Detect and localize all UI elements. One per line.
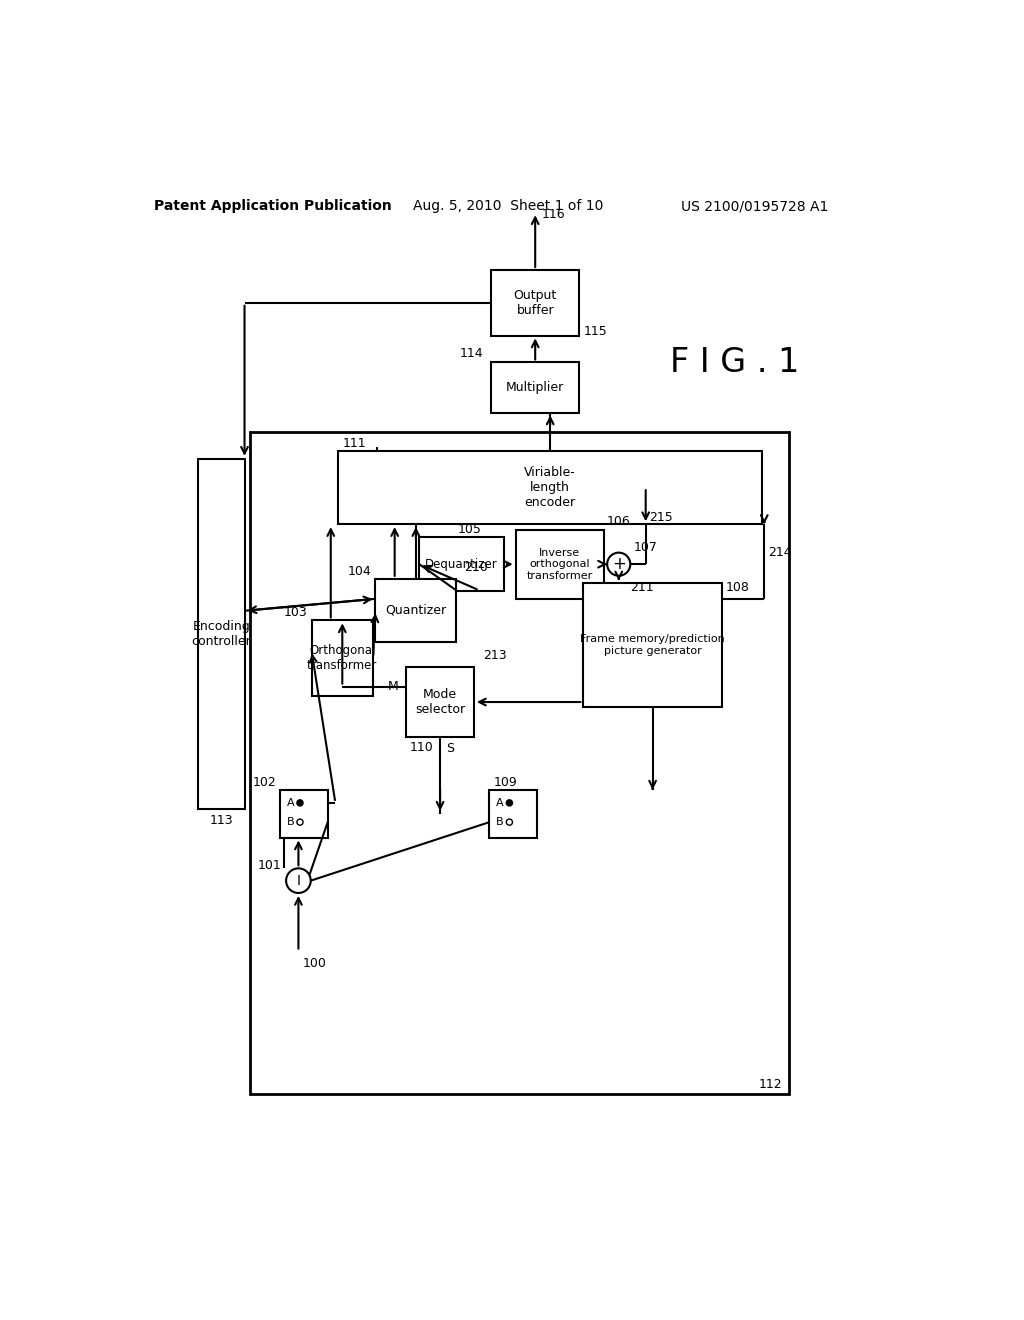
Text: 114: 114 [460, 347, 483, 360]
Text: US 2100/0195728 A1: US 2100/0195728 A1 [681, 199, 828, 213]
Text: Inverse
orthogonal
transformer: Inverse orthogonal transformer [526, 548, 593, 581]
Circle shape [506, 818, 512, 825]
Bar [490, 363, 580, 412]
Text: 103: 103 [284, 606, 307, 619]
Text: Mode
selector: Mode selector [415, 688, 465, 715]
Text: 214: 214 [768, 546, 792, 560]
Text: Dequantizer: Dequantizer [425, 557, 498, 570]
Text: 112: 112 [759, 1078, 782, 1092]
Circle shape [607, 553, 631, 576]
Text: 100: 100 [303, 957, 327, 970]
Text: F I G . 1: F I G . 1 [671, 346, 800, 379]
Bar [376, 578, 457, 642]
Text: Quantizer: Quantizer [385, 603, 446, 616]
Text: 109: 109 [494, 776, 517, 788]
Text: M: M [388, 680, 398, 693]
Circle shape [506, 800, 512, 807]
Text: 110: 110 [410, 741, 434, 754]
Text: 211: 211 [631, 581, 654, 594]
Text: Frame memory/prediction
picture generator: Frame memory/prediction picture generato… [581, 634, 725, 656]
Text: Patent Application Publication: Patent Application Publication [155, 199, 392, 213]
Text: +: + [611, 556, 626, 573]
Text: 107: 107 [634, 541, 658, 554]
Bar [199, 459, 245, 809]
Text: 111: 111 [342, 437, 366, 450]
Text: Output
buffer: Output buffer [514, 289, 557, 317]
Text: A: A [497, 797, 504, 808]
Text: 210: 210 [464, 561, 487, 574]
Text: 213: 213 [483, 648, 507, 661]
Text: 102: 102 [252, 776, 276, 788]
Text: 104: 104 [348, 565, 372, 578]
Bar [407, 667, 474, 738]
Bar [339, 451, 762, 524]
Bar [311, 620, 373, 696]
Text: Aug. 5, 2010  Sheet 1 of 10: Aug. 5, 2010 Sheet 1 of 10 [413, 199, 603, 213]
Text: Viriable-
length
encoder: Viriable- length encoder [524, 466, 577, 510]
Circle shape [286, 869, 310, 892]
Bar [490, 271, 580, 335]
Text: 106: 106 [606, 515, 630, 528]
Text: 115: 115 [584, 325, 607, 338]
Text: B: B [497, 817, 504, 828]
Bar [419, 537, 504, 591]
Text: 101: 101 [258, 859, 282, 871]
Text: S: S [446, 742, 455, 755]
Bar [489, 789, 538, 838]
Text: 105: 105 [458, 523, 481, 536]
Text: I: I [296, 874, 300, 887]
Bar [250, 432, 788, 1094]
Bar [515, 529, 604, 599]
Text: Multiplier: Multiplier [506, 381, 564, 393]
Text: 108: 108 [726, 581, 750, 594]
Text: Orthogonal
transformer: Orthogonal transformer [307, 644, 378, 672]
Circle shape [297, 800, 303, 807]
Bar [584, 583, 722, 706]
Bar [280, 789, 328, 838]
Text: 215: 215 [649, 511, 674, 524]
Text: 113: 113 [210, 814, 233, 828]
Text: Encoding
controller: Encoding controller [191, 620, 251, 648]
Text: A: A [287, 797, 295, 808]
Circle shape [297, 818, 303, 825]
Text: 116: 116 [542, 209, 565, 222]
Text: B: B [287, 817, 295, 828]
